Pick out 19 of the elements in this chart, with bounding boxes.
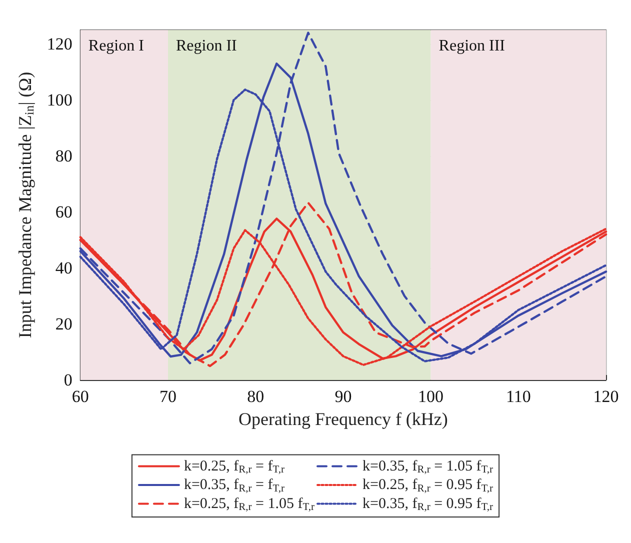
x-tick-label: 80	[247, 387, 264, 406]
x-tick-label: 110	[506, 387, 531, 406]
x-tick-label: 70	[160, 387, 176, 406]
band-label: Region III	[438, 38, 506, 54]
x-tick-label: 60	[72, 387, 89, 406]
y-tick-label: 40	[55, 258, 72, 278]
band-label: Region II	[176, 38, 237, 54]
x-tick-label: 100	[418, 387, 444, 406]
y-tick-label: 20	[55, 314, 72, 334]
y-tick-label: 100	[46, 90, 72, 110]
x-axis-title: Operating Frequency f (kHz)	[238, 409, 448, 429]
x-tick-label: 120	[593, 387, 619, 406]
band-label: Region I	[88, 38, 144, 54]
y-tick-label: 0	[64, 370, 72, 390]
y-tick-label: 120	[46, 34, 72, 54]
x-tick-label: 90	[334, 387, 352, 406]
y-tick-label: 60	[55, 202, 72, 222]
y-axis-title: Input Impedance Magnitude |Zin| (Ω)	[15, 72, 36, 338]
y-tick-label: 80	[55, 146, 72, 166]
